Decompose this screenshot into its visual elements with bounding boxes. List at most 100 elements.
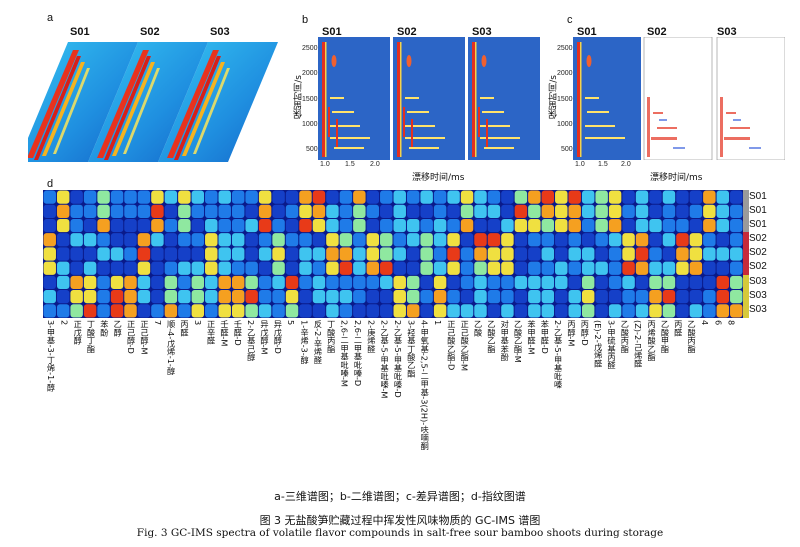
fingerprint-cell [622,290,635,304]
fingerprint-cell [191,218,205,233]
fingerprint-cell [528,290,541,304]
compound-label: 异戊醇-D [272,320,283,354]
fingerprint-cell [380,190,393,204]
fingerprint-cell [272,233,285,247]
fingerprint-cell [635,247,649,261]
fingerprint-cell [581,247,595,261]
fingerprint-cell [218,190,231,204]
compound-label: 乙酸甲酯 [659,320,670,353]
fingerprint-cell [178,204,191,218]
compound-label: 6 [713,320,724,326]
panel-d-row-label: S01 [749,219,767,230]
fingerprint-cell [662,275,676,290]
compound-label: 4-甲氧基-2,5-二甲基-3(2H)-呋喃酮 [419,320,430,450]
fingerprint-cell [716,204,730,218]
fingerprint-cell [595,218,608,233]
fingerprint-cell [285,304,299,318]
fingerprint-cell [433,218,447,233]
fingerprint-cell [662,204,676,218]
fingerprint-cell [474,247,487,261]
fingerprint-cell [380,247,393,261]
fingerprint-cell [380,290,393,304]
fingerprint-cell [366,275,380,290]
fingerprint-cell [420,275,433,290]
fingerprint-cell [285,261,299,275]
fingerprint-cell [353,275,366,290]
fingerprint-cell [110,204,124,218]
fingerprint-cell [137,247,151,261]
fingerprint-cell [447,247,460,261]
fingerprint-cell [447,304,460,318]
fingerprint-cell [528,233,541,247]
fingerprint-cell [703,190,716,204]
fingerprint-cell [110,190,124,204]
panel-a-sample-label: S02 [140,26,160,38]
fingerprint-cell [97,304,110,318]
fingerprint-cell [97,218,110,233]
fingerprint-cell [245,247,258,261]
fingerprint-cell [83,190,97,204]
fingerprint-cell [231,218,245,233]
fingerprint-cell [56,190,70,204]
fingerprint-cell [635,204,649,218]
fingerprint-cell [258,247,272,261]
fingerprint-cell [366,233,380,247]
fingerprint-cell [326,247,339,261]
compound-label: 乙酸丙酯 [686,320,697,353]
fingerprint-cell [380,275,393,290]
fingerprint-cell [258,190,272,204]
fingerprint-cell [326,261,339,275]
fingerprint-cell [541,204,555,218]
fingerprint-cell [581,190,595,204]
fingerprint-cell [447,190,460,204]
fingerprint-cell [474,261,487,275]
fingerprint-cell [70,261,83,275]
fingerprint-cell [272,247,285,261]
fingerprint-cell [581,261,595,275]
fingerprint-cell [70,304,83,318]
fingerprint-cell [83,233,97,247]
fingerprint-cell [420,233,433,247]
compound-label: 丙醇-M [566,320,577,347]
fingerprint-cell [460,290,474,304]
panel-d-group-bar-s03 [743,275,749,318]
fingerprint-cell [83,204,97,218]
fingerprint-cell [703,304,716,318]
compound-label: 4 [699,320,710,326]
fingerprint-cell [676,190,689,204]
fingerprint-cell [272,204,285,218]
fingerprint-cell [689,290,703,304]
fingerprint-cell [689,247,703,261]
panel-c-sample-label: S01 [577,26,597,38]
fingerprint-cell [541,190,555,204]
fingerprint-cell [649,233,662,247]
fingerprint-cell [218,290,231,304]
fingerprint-cell [608,247,622,261]
fingerprint-cell [178,290,191,304]
fingerprint-cell [676,247,689,261]
fingerprint-cell [581,275,595,290]
fingerprint-cell [151,261,164,275]
panel-c-x-tick: 1.0 [575,161,585,168]
fingerprint-cell [83,247,97,261]
fingerprint-cell [393,304,406,318]
fingerprint-cell [635,275,649,290]
fingerprint-cell [285,247,299,261]
fingerprint-cell [205,247,218,261]
compound-label: 乙酸 [473,320,484,337]
fingerprint-cell [703,233,716,247]
fingerprint-cell [191,261,205,275]
fingerprint-cell [393,190,406,204]
fingerprint-cell [353,247,366,261]
fingerprint-cell [555,218,568,233]
compound-label: 乙醇 [112,320,123,337]
fingerprint-cell [474,190,487,204]
fingerprint-cell [178,275,191,290]
fingerprint-cell [662,290,676,304]
fingerprint-cell [501,190,514,204]
panel-d-row-label: S02 [749,247,767,258]
fingerprint-cell [487,218,501,233]
fingerprint-cell [380,218,393,233]
fingerprint-cell [43,204,56,218]
fingerprint-cell [555,233,568,247]
